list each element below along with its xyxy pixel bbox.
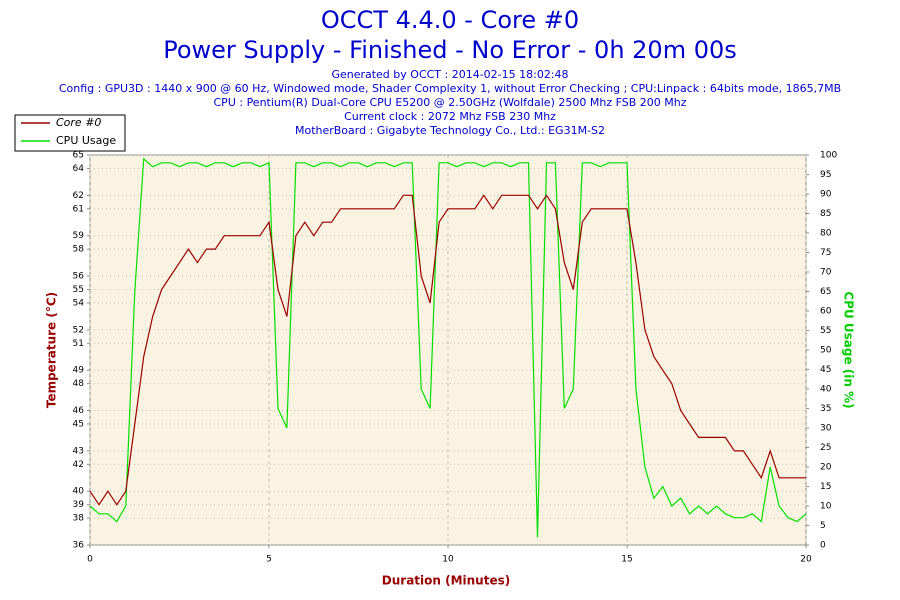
info-line: Generated by OCCT : 2014-02-15 18:02:48 (331, 68, 568, 81)
y-tick-label: 49 (73, 366, 85, 376)
info-line: CPU : Pentium(R) Dual-Core CPU E5200 @ 2… (214, 96, 687, 109)
y-tick-label: 62 (73, 191, 84, 201)
y-tick-label: 65 (73, 151, 84, 161)
y2-tick-label: 15 (820, 482, 831, 492)
y2-axis-label: CPU Usage (in %) (842, 291, 856, 408)
y-tick-label: 56 (73, 272, 85, 282)
y2-tick-label: 45 (820, 365, 831, 375)
y-tick-label: 46 (73, 406, 85, 416)
y2-tick-label: 30 (820, 424, 832, 434)
y2-tick-label: 25 (820, 443, 831, 453)
y2-tick-label: 35 (820, 404, 831, 414)
y2-tick-label: 85 (820, 209, 831, 219)
y2-tick-label: 0 (820, 541, 826, 551)
y-tick-label: 40 (73, 487, 85, 497)
info-line: Config : GPU3D : 1440 x 900 @ 60 Hz, Win… (59, 82, 841, 95)
y-tick-label: 42 (73, 460, 84, 470)
y-tick-label: 45 (73, 419, 84, 429)
y-tick-label: 59 (73, 231, 85, 241)
y-tick-label: 39 (73, 500, 85, 510)
y2-tick-label: 50 (820, 346, 832, 356)
x-tick-label: 10 (442, 555, 454, 565)
info-line: Current clock : 2072 Mhz FSB 230 Mhz (344, 110, 556, 123)
y2-tick-label: 55 (820, 326, 831, 336)
y2-tick-label: 65 (820, 287, 831, 297)
y2-tick-label: 5 (820, 521, 826, 531)
legend (14, 114, 126, 152)
series-line (89, 194, 806, 506)
y-tick-label: 38 (73, 514, 85, 524)
y-tick-label: 64 (73, 164, 85, 174)
y2-tick-label: 100 (820, 151, 837, 161)
legend-label: CPU Usage (56, 134, 116, 147)
chart-title: OCCT 4.4.0 - Core #0 (321, 6, 579, 34)
x-tick-label: 5 (266, 555, 272, 565)
y-tick-label: 43 (73, 446, 84, 456)
y2-tick-label: 60 (820, 307, 832, 317)
y-tick-label: 48 (73, 379, 85, 389)
y-tick-label: 36 (73, 541, 85, 551)
y2-tick-label: 40 (820, 385, 832, 395)
y-tick-label: 61 (73, 204, 84, 214)
y-tick-label: 54 (73, 298, 85, 308)
y2-tick-label: 10 (820, 502, 832, 512)
info-line: MotherBoard : Gigabyte Technology Co., L… (295, 124, 605, 137)
y2-tick-label: 95 (820, 170, 831, 180)
x-axis-label: Duration (Minutes) (382, 574, 510, 588)
y2-tick-label: 20 (820, 463, 832, 473)
series-line (89, 157, 807, 538)
y-tick-label: 58 (73, 245, 85, 255)
y2-tick-label: 90 (820, 190, 832, 200)
y2-tick-label: 80 (820, 229, 832, 239)
chart-subtitle: Power Supply - Finished - No Error - 0h … (163, 36, 737, 64)
x-tick-label: 20 (800, 555, 812, 565)
x-tick-label: 15 (621, 555, 632, 565)
y2-tick-label: 75 (820, 248, 831, 258)
y-tick-label: 51 (73, 339, 84, 349)
y-tick-label: 52 (73, 325, 84, 335)
legend-label: Core #0 (56, 116, 101, 129)
y2-tick-label: 70 (820, 268, 832, 278)
x-tick-label: 0 (87, 555, 93, 565)
y-axis-label: Temperature (°C) (45, 292, 59, 408)
y-tick-label: 55 (73, 285, 84, 295)
